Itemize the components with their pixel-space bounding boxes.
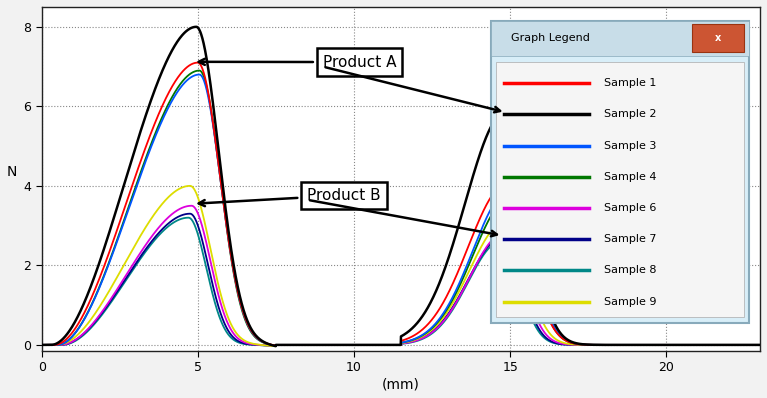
X-axis label: (mm): (mm) <box>382 377 420 391</box>
Y-axis label: N: N <box>7 165 18 179</box>
Text: Product A: Product A <box>199 55 397 70</box>
Text: Product B: Product B <box>199 188 380 206</box>
